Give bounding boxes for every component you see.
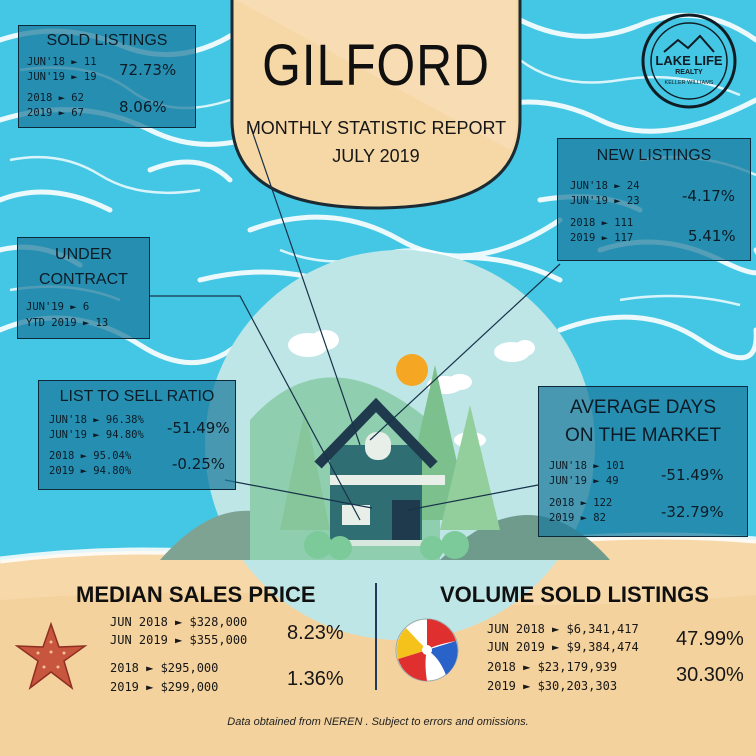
days-row: JUN'18 ► 101 (549, 460, 625, 472)
volume-row: 2019 ► $30,203,303 (487, 679, 618, 693)
under-contract-title-2: CONTRACT (39, 271, 128, 288)
new-row: 2018 ► 111 (570, 217, 634, 229)
median-row: JUN 2018 ► $328,000 (110, 615, 248, 629)
report-subtitle: MONTHLY STATISTIC REPORT (245, 118, 507, 138)
avg-days-panel: AVERAGE DAYS ON THE MARKET JUN'18 ► 101 … (538, 386, 748, 537)
sold-pct-month: 72.73% (119, 61, 177, 79)
median-pct-month: 8.23% (287, 622, 344, 644)
days-row: 2019 ► 82 (549, 512, 606, 524)
ratio-pct-month: -51.49% (167, 419, 230, 437)
list-to-sell-panel: LIST TO SELL RATIO JUN'18 ► 96.38% JUN'1… (38, 380, 236, 490)
sold-row: JUN'19 ► 19 (27, 71, 97, 83)
logo-brand-bottom: KELLER WILLIAMS (664, 80, 714, 86)
new-listings-panel: NEW LISTINGS JUN'18 ► 24 JUN'19 ► 23 201… (557, 138, 751, 261)
volume-sold-title: VOLUME SOLD LISTINGS (440, 582, 709, 607)
volume-row: JUN 2018 ► $6,341,417 (487, 622, 639, 636)
beach-ball-icon (395, 618, 459, 682)
contract-row: YTD 2019 ► 13 (26, 317, 109, 329)
avg-days-title-1: AVERAGE DAYS (569, 397, 717, 418)
sold-row: 2019 ► 67 (27, 107, 84, 119)
lake-life-logo: LAKE LIFE REALTY KELLER WILLIAMS (640, 12, 738, 110)
footer-disclaimer: Data obtained from NEREN . Subject to er… (227, 716, 529, 728)
ratio-row: 2019 ► 94.80% (49, 465, 132, 477)
sold-pct-year: 8.06% (119, 98, 167, 116)
volume-pct-month: 47.99% (676, 628, 744, 650)
days-row: JUN'19 ► 49 (549, 475, 619, 487)
days-row: 2018 ► 122 (549, 497, 613, 509)
median-row: 2019 ► $299,000 (110, 680, 219, 694)
under-contract-panel: UNDER CONTRACT JUN'19 ► 6 YTD 2019 ► 13 (17, 237, 150, 339)
new-row: JUN'18 ► 24 (570, 180, 640, 192)
ratio-row: JUN'18 ► 96.38% (49, 414, 144, 426)
days-pct-year: -32.79% (661, 503, 724, 521)
new-pct-month: -4.17% (682, 187, 736, 205)
median-row: 2018 ► $295,000 (110, 661, 219, 675)
ratio-row: JUN'19 ► 94.80% (49, 429, 144, 441)
new-row: 2019 ► 117 (570, 232, 634, 244)
logo-brand-middle: REALTY (675, 69, 703, 76)
logo-brand-top: LAKE LIFE (655, 53, 723, 68)
starfish-icon (14, 622, 88, 690)
under-contract-title-1: UNDER (55, 246, 112, 263)
volume-row: 2018 ► $23,179,939 (487, 660, 618, 674)
new-pct-year: 5.41% (688, 227, 736, 245)
sold-row: 2018 ► 62 (27, 92, 84, 104)
volume-pct-year: 30.30% (676, 664, 744, 686)
sold-listings-panel: SOLD LISTINGS JUN'18 ► 11 JUN'19 ► 19 20… (18, 25, 196, 128)
city-title: GILFORD (262, 33, 490, 98)
contract-row: JUN'19 ► 6 (26, 301, 90, 313)
days-pct-month: -51.49% (661, 466, 724, 484)
avg-days-title-2: ON THE MARKET (565, 425, 721, 446)
median-row: JUN 2019 ► $355,000 (110, 633, 248, 647)
median-pct-year: 1.36% (287, 668, 344, 690)
report-date: JULY 2019 (332, 146, 420, 166)
ratio-row: 2018 ► 95.04% (49, 450, 132, 462)
ratio-pct-year: -0.25% (172, 455, 226, 473)
volume-row: JUN 2019 ► $9,384,474 (487, 640, 639, 654)
new-row: JUN'19 ► 23 (570, 195, 640, 207)
logo-badge-icon (641, 13, 737, 109)
new-listings-title: NEW LISTINGS (596, 147, 712, 164)
sold-row: JUN'18 ► 11 (27, 56, 97, 68)
list-to-sell-title: LIST TO SELL RATIO (59, 388, 215, 405)
sold-listings-title: SOLD LISTINGS (46, 32, 168, 49)
median-price-title: MEDIAN SALES PRICE (76, 582, 316, 607)
